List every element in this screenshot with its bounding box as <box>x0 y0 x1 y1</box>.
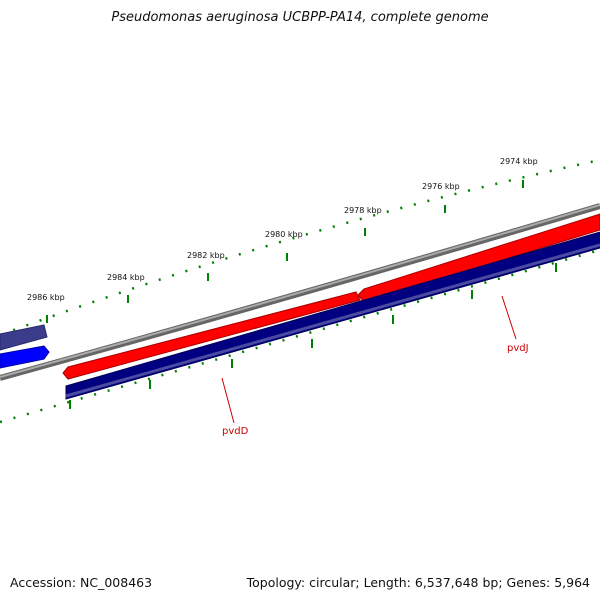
tick-label: 2980 kbp <box>265 230 303 239</box>
genome-summary-text: Topology: circular; Length: 6,537,648 bp… <box>246 575 590 590</box>
tick-label: 2978 kbp <box>344 206 382 215</box>
pvdJ-leader-line <box>501 295 517 340</box>
neighbor-gene-blue[interactable] <box>0 345 50 369</box>
tick-label: 2986 kbp <box>27 293 65 302</box>
gene-label-pvdD: pvdD <box>222 426 249 437</box>
tick-label: 2976 kbp <box>422 182 460 191</box>
tick-label: 2974 kbp <box>500 157 538 166</box>
gene-pvdD-forward[interactable] <box>62 291 361 380</box>
tick-label: 2984 kbp <box>107 273 145 282</box>
tick-label: 2982 kbp <box>187 251 225 260</box>
gene-label-pvdJ: pvdJ <box>507 343 529 354</box>
accession-text: Accession: NC_008463 <box>10 575 153 590</box>
pvdD-leader-line <box>221 377 235 424</box>
neighbor-gene-purple[interactable] <box>0 324 48 351</box>
inner-scale-dots <box>0 248 600 424</box>
map-title: Pseudomonas aeruginosa UCBPP-PA14, compl… <box>111 10 489 25</box>
